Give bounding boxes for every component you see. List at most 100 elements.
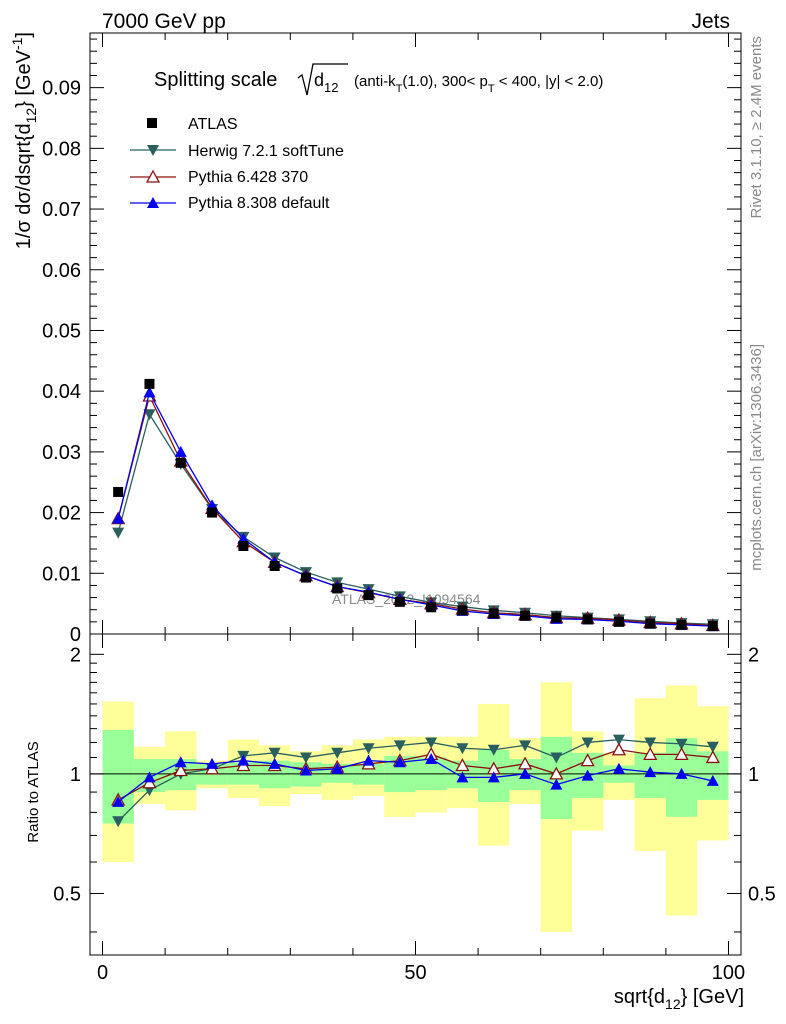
- ratio-point-herwig-7-2-1-softtune: [362, 743, 375, 755]
- ratio-point-herwig-7-2-1-softtune: [487, 744, 500, 756]
- point-pythia-8-308-default: [206, 499, 219, 511]
- ratio-point-pythia-8-308-default: [206, 757, 219, 769]
- ratio-point-pythia-8-308-default: [112, 795, 125, 807]
- point-pythia-8-308-default: [237, 532, 250, 544]
- main-data-series: [111, 378, 720, 632]
- y-tick-label: 0.09: [42, 78, 81, 100]
- ratio-point-pythia-6-428-370: [643, 746, 658, 760]
- point-herwig-7-2-1-softtune: [112, 527, 125, 539]
- title-details-b: (1.0), 300< p: [402, 73, 487, 90]
- svg-text:Splitting scale: Splitting scale: [154, 69, 277, 91]
- point-atlas: [207, 507, 218, 518]
- ratio-point-pythia-8-308-default: [581, 769, 594, 781]
- main-plot-panel: 0 0.01 0.02 0.03 0.04 0.05 0.06 0.07 0.08 0.09 AT…: [9, 32, 742, 646]
- y-tick-label: 0.05: [42, 320, 81, 342]
- ratio-point-pythia-6-428-370: [580, 753, 595, 767]
- ratio-point-herwig-7-2-1-softtune: [456, 743, 469, 755]
- ratio-y-tick-label-left: 0.5: [53, 883, 81, 905]
- ratio-point-pythia-6-428-370: [674, 746, 689, 760]
- ratio-point-pythia-8-308-default: [237, 754, 250, 766]
- point-atlas: [113, 486, 124, 497]
- point-atlas: [175, 457, 186, 468]
- point-atlas: [707, 621, 718, 632]
- point-atlas: [520, 610, 531, 621]
- point-atlas: [269, 561, 280, 572]
- ratio-point-herwig-7-2-1-softtune: [581, 737, 594, 749]
- series-atlas: [113, 378, 718, 632]
- mcplots-label: mcplots.cern.ch [arXiv:1306.3436]: [748, 344, 765, 571]
- main-y-axis-label: 1/σ dσ/dsqrt{d12} [GeV-1]: [9, 32, 39, 249]
- legend-label-pythia8: Pythia 8.308 default: [188, 195, 330, 212]
- ratio-y-tick-label-left: 1: [70, 764, 81, 786]
- header-right: Jets: [691, 10, 730, 33]
- y-tick-label: 0.04: [42, 381, 81, 403]
- legend-entry-atlas: ATLAS: [147, 116, 238, 133]
- ratio-point-pythia-8-308-default: [519, 767, 532, 779]
- title-details-a: (anti-k: [354, 73, 396, 90]
- ratio-point-herwig-7-2-1-softtune: [331, 747, 344, 759]
- main-plot-frame: [89, 32, 742, 635]
- band-inner-bin: [102, 729, 134, 824]
- rivet-label: Rivet 3.1.10, ≥ 2.4M events: [748, 36, 765, 219]
- title-details-b-sub: T: [488, 83, 495, 95]
- ratio-point-herwig-7-2-1-softtune: [550, 752, 563, 764]
- y-tick-label: 0.07: [42, 199, 81, 221]
- point-atlas: [300, 572, 311, 583]
- point-herwig-7-2-1-softtune: [143, 409, 156, 421]
- ratio-point-pythia-8-308-default: [331, 762, 344, 774]
- ratio-point-herwig-7-2-1-softtune: [299, 752, 312, 764]
- ratio-axis-ticks: [90, 634, 741, 955]
- ratio-point-pythia-8-308-default: [487, 771, 500, 783]
- y-tick-label: 0: [70, 624, 81, 646]
- point-atlas: [144, 378, 155, 389]
- point-pythia-8-308-default: [143, 386, 156, 398]
- point-atlas: [363, 590, 374, 601]
- y-tick-label: 0.01: [42, 563, 81, 585]
- ratio-y-tick-label-right: 2: [748, 644, 759, 666]
- ratio-tick-labels: 0.5 0.5 1 1 2 2 0 50 100: [53, 644, 776, 984]
- main-y-tick-labels: 0 0.01 0.02 0.03 0.04 0.05 0.06 0.07 0.08 0.09: [42, 78, 81, 646]
- ratio-point-herwig-7-2-1-softtune: [644, 737, 657, 749]
- ratio-point-pythia-8-308-default: [425, 753, 438, 765]
- y-tick-label: 0.02: [42, 503, 81, 525]
- ratio-point-herwig-7-2-1-softtune: [675, 738, 688, 750]
- sqrt-symbol: [297, 63, 348, 96]
- ratio-point-pythia-8-308-default: [550, 778, 563, 790]
- ratio-y-tick-label-right: 1: [748, 764, 759, 786]
- legend-label-atlas: ATLAS: [188, 116, 238, 133]
- title-details-c: < 400, |y| < 2.0): [495, 73, 604, 90]
- ratio-point-pythia-8-308-default: [393, 756, 406, 768]
- title-prefix: Splitting scale: [154, 69, 277, 91]
- ratio-line-pythia-8-308-default: [117, 758, 713, 803]
- ratio-point-pythia-8-308-default: [174, 756, 187, 768]
- ratio-point-pythia-8-308-default: [706, 774, 719, 786]
- legend-marker-herwig: [147, 145, 159, 156]
- legend-entry-pythia6: Pythia 6.428 370: [130, 169, 308, 186]
- legend: ATLAS Herwig 7.2.1 softTune Pythia 6.428…: [130, 116, 344, 212]
- legend-label-herwig: Herwig 7.2.1 softTune: [188, 143, 344, 160]
- ratio-point-pythia-8-308-default: [675, 767, 688, 779]
- x-axis-label: sqrt{d12} [GeV]: [614, 986, 744, 1012]
- ratio-point-pythia-8-308-default: [362, 754, 375, 766]
- legend-marker-atlas: [147, 118, 157, 128]
- point-atlas: [551, 612, 562, 623]
- ratio-plot-panel: 0.5 0.5 1 1 2 2 0 50 100 Ratio to ATLAS sqrt{d12…: [25, 633, 776, 1012]
- y-tick-label: 0.03: [42, 442, 81, 464]
- point-atlas: [332, 583, 343, 594]
- ratio-y-axis-label: Ratio to ATLAS: [25, 741, 42, 842]
- ratio-point-pythia-6-428-370: [455, 758, 470, 772]
- point-atlas: [238, 540, 249, 551]
- title-details-a-sub: T: [396, 83, 403, 95]
- ratio-point-herwig-7-2-1-softtune: [706, 741, 719, 753]
- ratio-point-pythia-8-308-default: [268, 757, 281, 769]
- ratio-point-herwig-7-2-1-softtune: [112, 816, 125, 828]
- ratio-point-pythia-8-308-default: [143, 771, 156, 783]
- x-tick-label: 50: [404, 962, 426, 984]
- ratio-point-herwig-7-2-1-softtune: [612, 734, 625, 746]
- point-pythia-8-308-default: [174, 445, 187, 457]
- ratio-point-herwig-7-2-1-softtune: [268, 747, 281, 759]
- ratio-data-series: [111, 734, 720, 828]
- point-atlas: [645, 618, 656, 629]
- point-atlas: [457, 605, 468, 616]
